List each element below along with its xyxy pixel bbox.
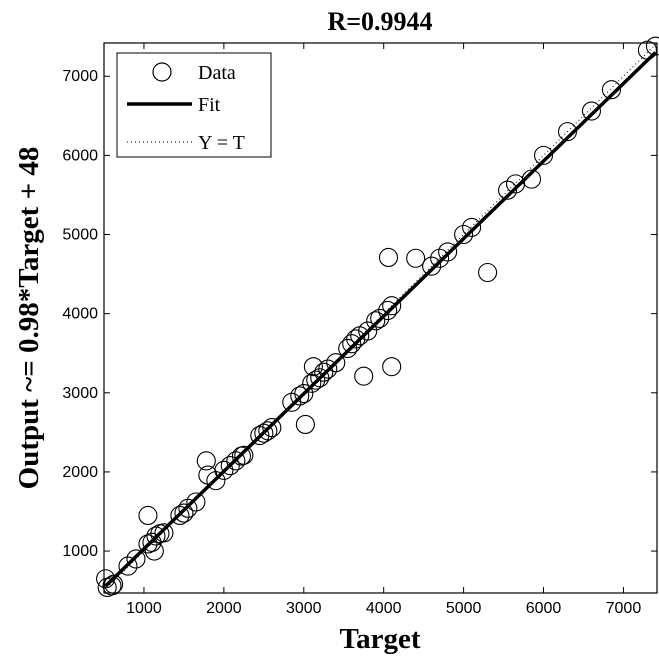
data-point	[366, 311, 386, 331]
fit-line	[104, 51, 657, 588]
data-point	[382, 357, 402, 377]
data-point	[318, 359, 338, 379]
x-tick-label: 7000	[606, 600, 642, 617]
data-point	[306, 370, 326, 390]
data-point	[557, 122, 578, 142]
y-tick-label: 3000	[62, 385, 98, 402]
data-point	[214, 460, 234, 480]
data-point	[358, 321, 378, 341]
legend-fit-label: Fit	[198, 94, 221, 116]
data-point	[303, 357, 323, 377]
data-point	[346, 329, 366, 349]
x-tick-label: 5000	[446, 600, 482, 617]
data-point	[138, 534, 158, 554]
x-tick-label: 4000	[366, 600, 402, 617]
data-point	[378, 247, 399, 268]
data-point	[422, 256, 442, 276]
data-point	[498, 180, 518, 200]
data-point	[146, 526, 166, 546]
data-point	[430, 248, 450, 268]
y-tick-label: 6000	[62, 147, 98, 164]
data-point	[138, 505, 158, 525]
data-point	[102, 576, 122, 596]
x-tick-label: 6000	[526, 600, 562, 617]
legend-yt-label: Y = T	[198, 132, 245, 154]
data-point	[354, 366, 374, 386]
data-point	[206, 471, 226, 491]
legend-data-marker	[152, 62, 172, 82]
data-point	[234, 445, 254, 465]
data-point	[154, 523, 174, 543]
identity-line	[104, 43, 657, 591]
y-tick-label: 2000	[62, 464, 98, 481]
data-point	[118, 556, 138, 576]
x-axis-label: Target	[339, 623, 420, 655]
data-point	[382, 296, 402, 316]
data-point	[370, 308, 390, 328]
data-point	[506, 174, 526, 194]
data-point	[645, 36, 659, 56]
data-point	[262, 418, 282, 438]
data-point	[438, 242, 458, 262]
legend-data-label: Data	[198, 62, 236, 84]
data-point	[220, 456, 240, 476]
chart-title: R=0.9944	[327, 7, 432, 36]
data-point	[406, 248, 426, 268]
data-point	[174, 503, 194, 523]
y-axis-label: Output ~= 0.98*Target + 48	[13, 147, 45, 490]
data-point	[462, 217, 482, 237]
y-tick-label: 1000	[62, 543, 98, 560]
data-point	[126, 549, 146, 569]
data-point	[295, 414, 315, 434]
plot-frame	[103, 42, 658, 594]
data-point	[290, 386, 310, 406]
y-tick-label: 5000	[62, 227, 98, 244]
data-point	[186, 492, 206, 512]
data-point	[478, 262, 498, 283]
y-tick-label: 7000	[62, 68, 98, 85]
data-point	[581, 101, 602, 121]
x-tick-label: 3000	[286, 600, 322, 617]
data-point	[454, 224, 474, 245]
data-point	[196, 451, 216, 471]
x-tick-label: 1000	[126, 600, 162, 617]
data-point	[170, 505, 190, 525]
data-point	[294, 384, 314, 404]
x-tick-label: 2000	[206, 600, 242, 617]
data-point	[533, 145, 554, 165]
data-point	[144, 541, 164, 561]
legend: Data Fit Y = T	[116, 52, 272, 158]
data-point	[258, 421, 278, 441]
y-tick-label: 4000	[62, 306, 98, 323]
data-point	[601, 80, 621, 100]
data-point	[521, 169, 542, 189]
data-point	[378, 300, 398, 321]
data-point	[178, 498, 198, 518]
data-point	[342, 334, 362, 354]
data-point	[326, 353, 346, 373]
data-point	[314, 362, 334, 382]
